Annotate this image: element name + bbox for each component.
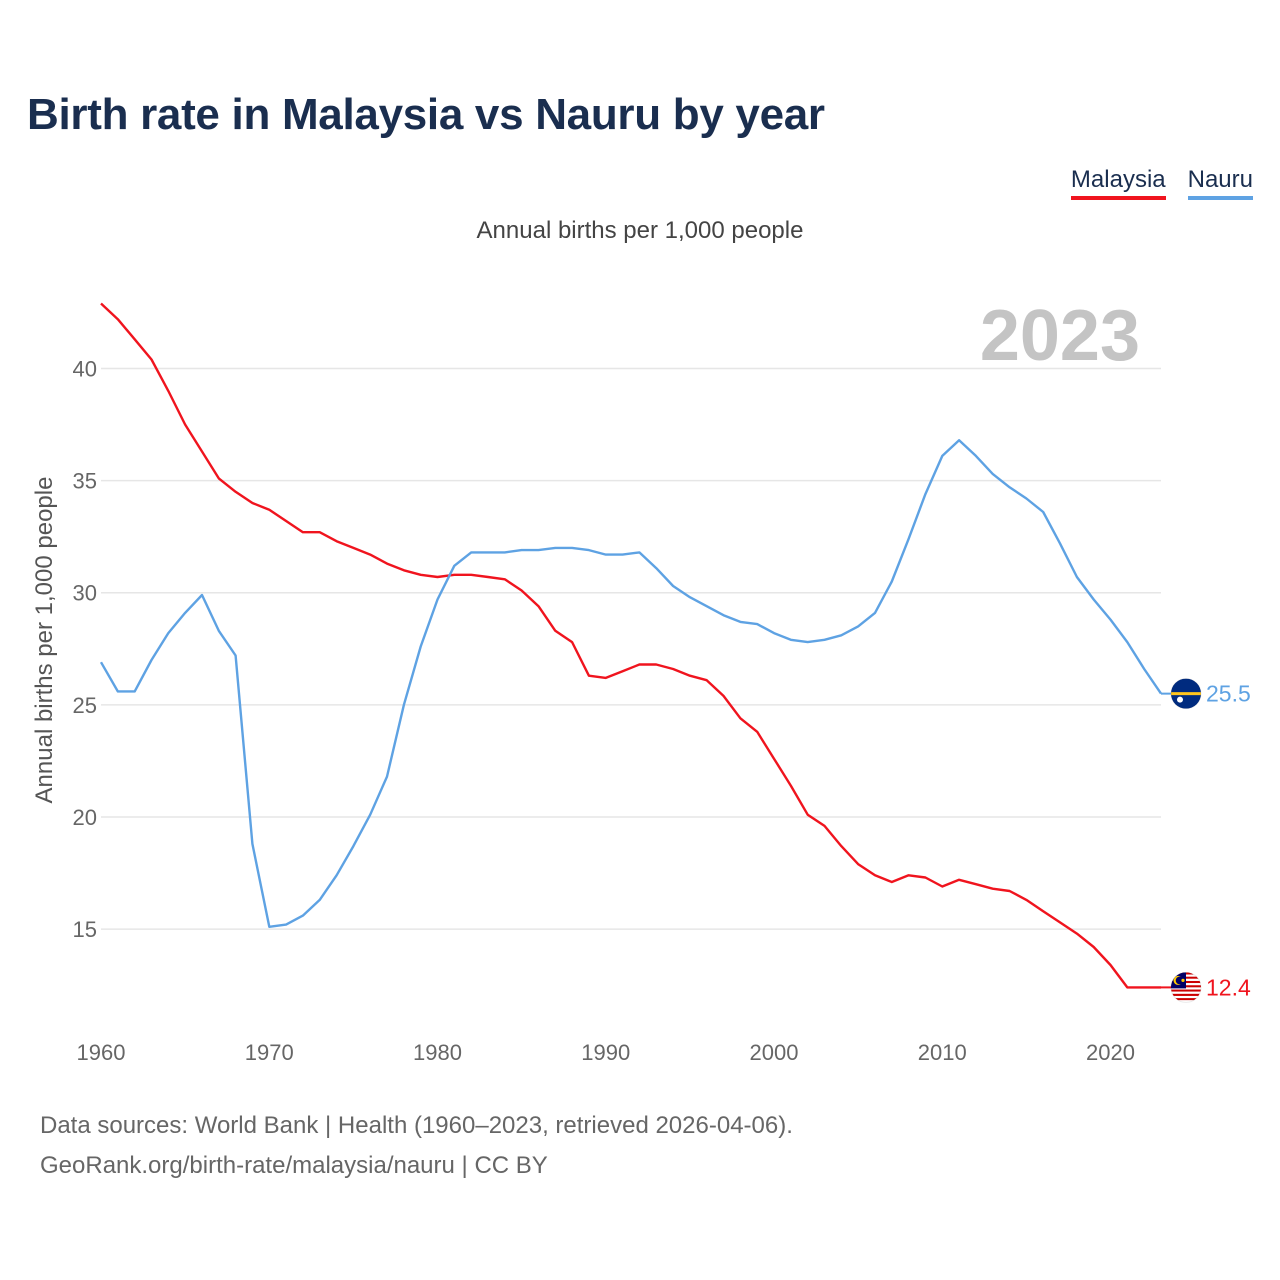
x-tick-label: 1960: [77, 1040, 126, 1065]
end-value-label-nauru: 25.5: [1206, 681, 1251, 707]
legend-item-malaysia[interactable]: Malaysia: [1070, 166, 1166, 200]
source-line-1: Data sources: World Bank | Health (1960–…: [40, 1112, 793, 1139]
x-tick-label: 1980: [413, 1040, 462, 1065]
y-tick-label: 40: [73, 356, 97, 381]
chart-subtitle: Annual births per 1,000 people: [476, 217, 804, 244]
chart-title: Birth rate in Malaysia vs Nauru by year: [27, 90, 825, 139]
source-line-2[interactable]: GeoRank.org/birth-rate/malaysia/nauru | …: [40, 1152, 548, 1179]
x-tick-label: 1990: [581, 1040, 630, 1065]
y-tick-label: 30: [73, 581, 97, 606]
flag-nauru-icon: [1170, 678, 1202, 710]
y-tick-label: 15: [73, 917, 97, 942]
y-axis-label: Annual births per 1,000 people: [31, 477, 58, 804]
flag-malaysia-icon: [1170, 971, 1202, 1003]
year-label: 2023: [980, 296, 1140, 376]
x-tick-label: 1970: [245, 1040, 294, 1065]
end-value-label-malaysia: 12.4: [1206, 974, 1251, 1000]
legend: Malaysia Nauru: [1070, 166, 1253, 200]
y-tick-label: 35: [73, 469, 97, 494]
x-tick-label: 2000: [750, 1040, 799, 1065]
x-tick-label: 2020: [1086, 1040, 1135, 1065]
y-tick-label: 25: [73, 693, 97, 718]
y-tick-label: 20: [73, 805, 97, 830]
source-note: Data sources: World Bank | Health (1960–…: [40, 1106, 793, 1186]
series-line-nauru[interactable]: [99, 439, 1162, 928]
series-line-malaysia[interactable]: [100, 302, 1161, 989]
legend-item-nauru[interactable]: Nauru: [1187, 166, 1253, 200]
x-tick-label: 2010: [918, 1040, 967, 1065]
